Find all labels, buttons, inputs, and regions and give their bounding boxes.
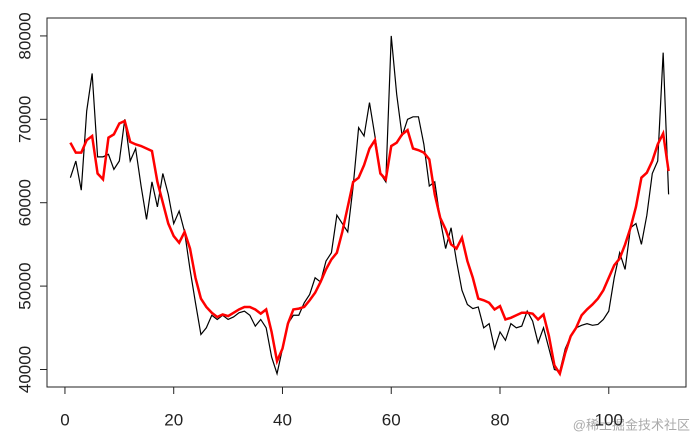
series-line (69, 119, 670, 377)
x-tick-label: 80 (491, 410, 510, 429)
y-tick-label: 80000 (15, 12, 34, 59)
x-tick-label: 100 (595, 410, 623, 429)
watermark: @稀土掘金技术社区 (573, 417, 690, 432)
y-tick-label: 70000 (15, 96, 34, 143)
y-tick-label: 40000 (15, 346, 34, 393)
x-tick-label: 0 (60, 410, 69, 429)
x-tick-label: 20 (164, 410, 183, 429)
y-tick-label: 60000 (15, 179, 34, 226)
plot-box (46, 17, 687, 388)
x-tick-label: 60 (382, 410, 401, 429)
x-tick-label: 40 (273, 410, 292, 429)
y-tick-label: 50000 (15, 262, 34, 309)
